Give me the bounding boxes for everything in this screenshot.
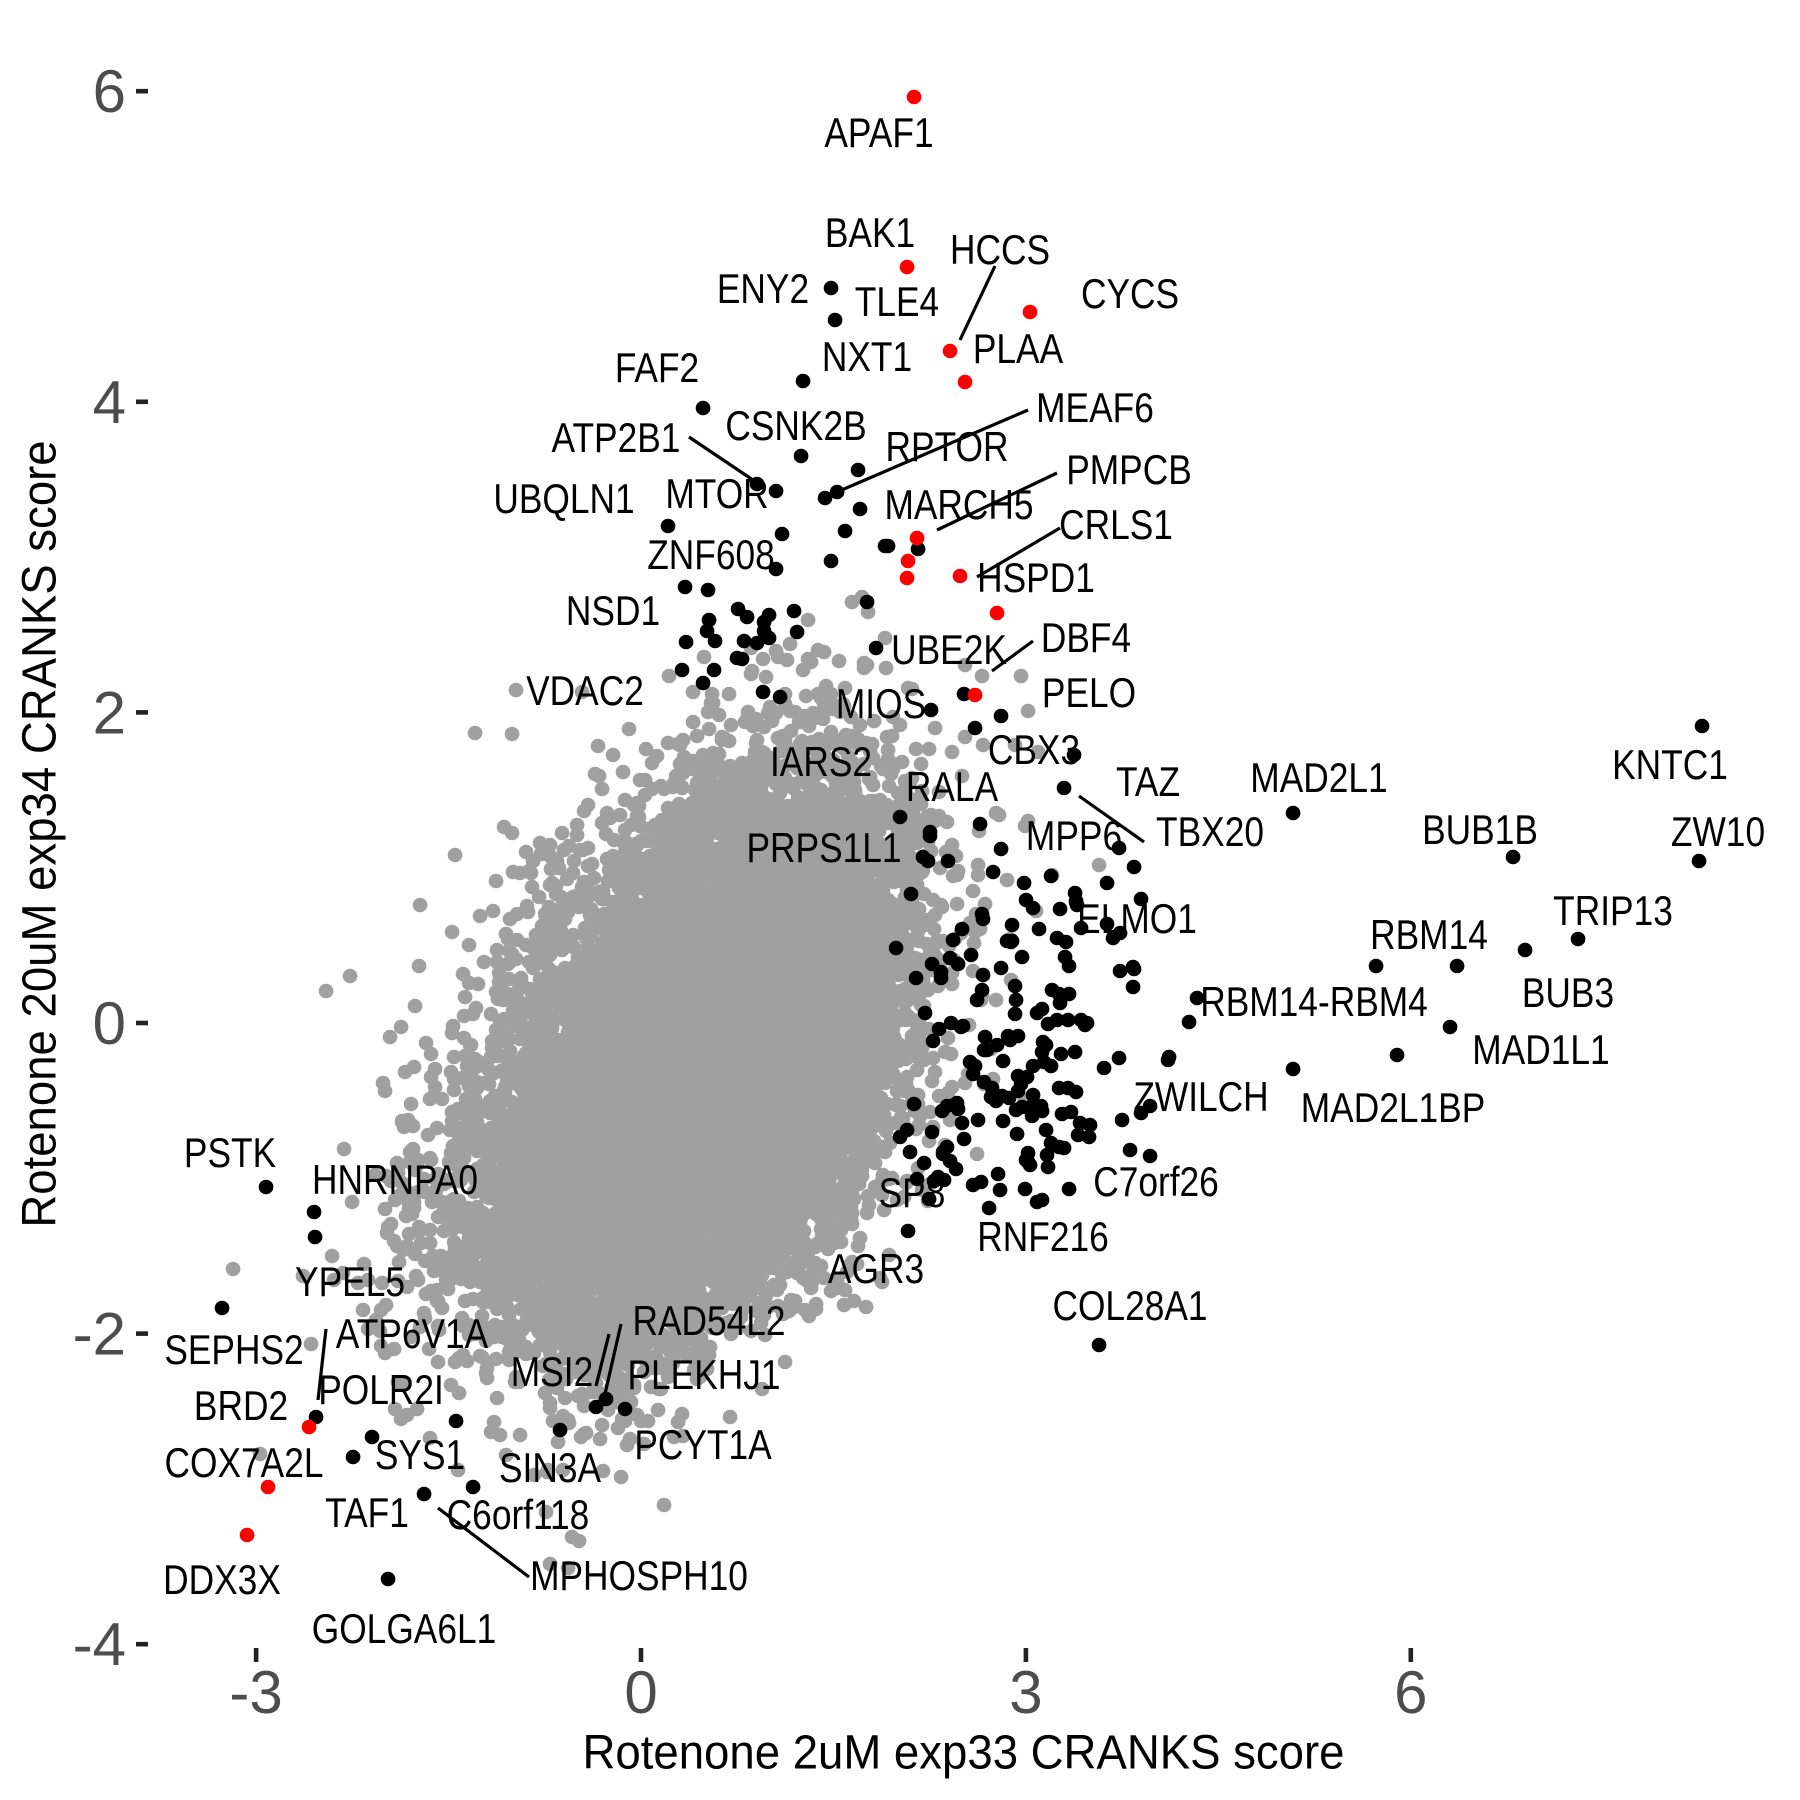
svg-text:MAD2L1: MAD2L1 (1250, 755, 1387, 801)
svg-text:COX7A2L: COX7A2L (164, 1440, 323, 1486)
svg-text:BUB3: BUB3 (1522, 970, 1614, 1016)
svg-text:COL28A1: COL28A1 (1052, 1283, 1207, 1329)
svg-text:TLE4: TLE4 (855, 279, 939, 325)
svg-text:MAD1L1: MAD1L1 (1472, 1027, 1609, 1073)
svg-text:ZW10: ZW10 (1671, 809, 1765, 855)
svg-text:DBF4: DBF4 (1041, 615, 1131, 661)
svg-text:CSNK2B: CSNK2B (725, 403, 866, 449)
svg-text:4: 4 (93, 369, 126, 436)
svg-text:VDAC2: VDAC2 (526, 668, 644, 714)
svg-text:ATP2B1: ATP2B1 (552, 415, 681, 461)
svg-text:MPHOSPH10: MPHOSPH10 (530, 1553, 748, 1599)
svg-text:MAD2L1BP: MAD2L1BP (1301, 1085, 1486, 1131)
svg-text:AGR3: AGR3 (828, 1246, 924, 1292)
svg-text:RAD54L2: RAD54L2 (632, 1298, 785, 1344)
svg-text:HNRNPA0: HNRNPA0 (312, 1157, 478, 1203)
svg-text:RBM14: RBM14 (1370, 912, 1488, 958)
svg-text:MPP6: MPP6 (1026, 813, 1122, 859)
svg-text:CBX3: CBX3 (988, 727, 1080, 773)
svg-text:PLAA: PLAA (973, 326, 1063, 372)
svg-text:Rotenone 2uM exp33 CRANKS scor: Rotenone 2uM exp33 CRANKS score (583, 1725, 1345, 1778)
svg-text:RALA: RALA (906, 764, 998, 810)
svg-text:0: 0 (624, 1659, 657, 1726)
svg-text:RBM14-RBM4: RBM14-RBM4 (1200, 979, 1428, 1025)
svg-text:PLEKHJ1: PLEKHJ1 (627, 1352, 780, 1398)
svg-text:PELO: PELO (1042, 670, 1136, 716)
svg-text:SYS1: SYS1 (375, 1432, 465, 1478)
svg-text:2: 2 (93, 679, 126, 746)
svg-text:MTOR: MTOR (665, 471, 768, 517)
svg-text:-2: -2 (73, 1301, 126, 1368)
svg-text:3: 3 (1009, 1659, 1042, 1726)
svg-text:GOLGA6L1: GOLGA6L1 (312, 1606, 497, 1652)
svg-text:Rotenone 20uM exp34 CRANKS sco: Rotenone 20uM exp34 CRANKS score (12, 440, 65, 1227)
svg-text:RPTOR: RPTOR (886, 424, 1009, 470)
svg-text:TRIP13: TRIP13 (1553, 888, 1673, 934)
svg-text:HCCS: HCCS (950, 227, 1050, 273)
svg-text:PRPS1L1: PRPS1L1 (746, 825, 901, 871)
svg-text:BAK1: BAK1 (825, 210, 915, 256)
svg-text:UBQLN1: UBQLN1 (493, 476, 634, 522)
svg-text:MARCH5: MARCH5 (884, 482, 1033, 528)
svg-text:KNTC1: KNTC1 (1612, 742, 1728, 788)
svg-text:6: 6 (93, 58, 126, 125)
svg-text:ATP6V1A: ATP6V1A (336, 1311, 489, 1357)
svg-text:TAF1: TAF1 (325, 1490, 409, 1536)
svg-text:-3: -3 (229, 1659, 282, 1726)
svg-text:NSD1: NSD1 (566, 588, 660, 634)
svg-text:0: 0 (93, 990, 126, 1057)
svg-text:PSTK: PSTK (184, 1130, 276, 1176)
svg-text:SIN3A: SIN3A (499, 1445, 601, 1491)
svg-text:NXT1: NXT1 (822, 334, 912, 380)
svg-text:TAZ: TAZ (1116, 759, 1180, 805)
svg-text:HSPD1: HSPD1 (977, 555, 1095, 601)
svg-text:CYCS: CYCS (1081, 271, 1179, 317)
svg-text:ZWILCH: ZWILCH (1133, 1074, 1268, 1120)
svg-text:MIOS: MIOS (836, 681, 926, 727)
svg-text:PCYT1A: PCYT1A (634, 1422, 772, 1468)
svg-text:DDX3X: DDX3X (163, 1557, 281, 1603)
svg-text:ENY2: ENY2 (717, 266, 809, 312)
svg-text:POLR2I: POLR2I (318, 1367, 444, 1413)
svg-text:SEPHS2: SEPHS2 (164, 1327, 303, 1373)
svg-text:SP8: SP8 (879, 1170, 946, 1216)
svg-text:TBX20: TBX20 (1156, 809, 1264, 855)
svg-text:YPEL5: YPEL5 (295, 1259, 405, 1305)
svg-text:UBE2K: UBE2K (891, 627, 1007, 673)
svg-text:MEAF6: MEAF6 (1036, 385, 1154, 431)
svg-text:CRLS1: CRLS1 (1059, 502, 1173, 548)
svg-text:ELMO1: ELMO1 (1077, 896, 1197, 942)
svg-text:APAF1: APAF1 (824, 110, 933, 156)
svg-text:BUB1B: BUB1B (1422, 807, 1538, 853)
svg-text:RNF216: RNF216 (977, 1214, 1108, 1260)
svg-text:MSI2: MSI2 (511, 1349, 593, 1395)
svg-text:IARS2: IARS2 (770, 739, 872, 785)
svg-text:FAF2: FAF2 (615, 345, 699, 391)
svg-text:C6orf118: C6orf118 (447, 1492, 590, 1538)
svg-text:C7orf26: C7orf26 (1093, 1159, 1219, 1205)
svg-text:6: 6 (1394, 1659, 1427, 1726)
svg-text:BRD2: BRD2 (194, 1383, 288, 1429)
svg-text:PMPCB: PMPCB (1066, 447, 1192, 493)
svg-text:-4: -4 (73, 1611, 126, 1678)
svg-text:ZNF608: ZNF608 (647, 532, 775, 578)
